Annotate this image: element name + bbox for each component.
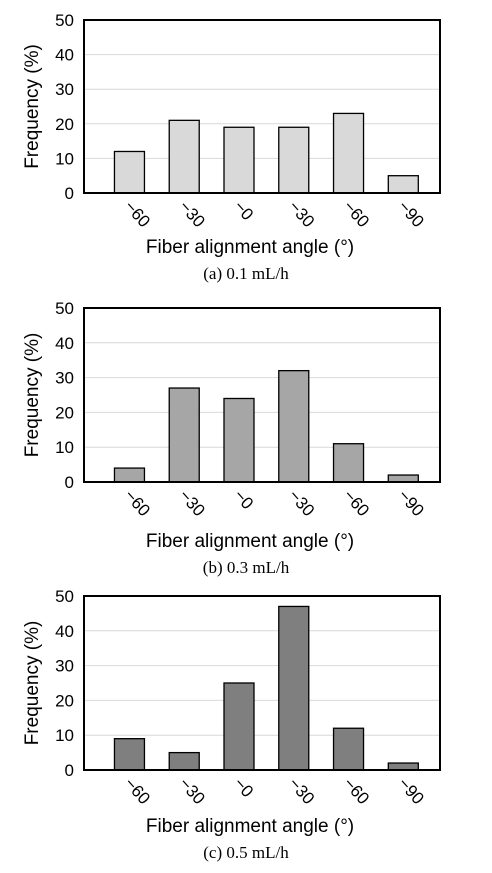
y-tick-label: 50 bbox=[55, 299, 74, 318]
bar bbox=[168, 119, 200, 194]
x-tick-label: −0 bbox=[230, 486, 257, 513]
y-tick-label: 0 bbox=[65, 473, 74, 492]
x-tick-label: −90 bbox=[394, 486, 427, 520]
plot-frame bbox=[83, 19, 441, 194]
y-tick-label: 0 bbox=[65, 761, 74, 780]
x-tick-label: −90 bbox=[394, 197, 427, 231]
bar bbox=[332, 112, 365, 194]
y-tick-label: 10 bbox=[55, 726, 74, 745]
bar bbox=[278, 126, 310, 194]
y-tick-label: 40 bbox=[55, 46, 74, 65]
y-tick-label: 0 bbox=[65, 184, 74, 203]
x-tick-label: −30 bbox=[285, 774, 318, 808]
bar bbox=[223, 682, 255, 771]
y-tick-label: 30 bbox=[55, 657, 74, 676]
bar bbox=[168, 387, 200, 483]
x-tick-label: −60 bbox=[120, 774, 153, 808]
x-tick-label: −60 bbox=[340, 197, 373, 231]
chart-caption: (b) 0.3 mL/h bbox=[203, 558, 290, 577]
x-tick-label: −30 bbox=[285, 197, 318, 231]
bar bbox=[113, 738, 146, 771]
bar bbox=[387, 175, 419, 194]
y-tick-label: 40 bbox=[55, 622, 74, 641]
y-axis-label: Frequency (%) bbox=[22, 44, 43, 169]
x-tick-label: −30 bbox=[175, 774, 208, 808]
chart-panel-a: 0 10 20 30 40 50 −60 −30 −0 −30 −60 −90 Frequency (%… bbox=[22, 11, 441, 283]
bar bbox=[113, 467, 146, 483]
x-tick-label: −0 bbox=[230, 774, 257, 801]
x-tick-label: −30 bbox=[285, 486, 318, 520]
bar bbox=[387, 762, 419, 771]
bar bbox=[387, 474, 419, 483]
y-tick-label: 10 bbox=[55, 149, 74, 168]
x-axis-label: Fiber alignment angle (°) bbox=[146, 816, 354, 837]
x-tick-label: −30 bbox=[175, 197, 208, 231]
chart-caption: (a) 0.1 mL/h bbox=[203, 264, 289, 283]
y-tick-label: 20 bbox=[55, 691, 74, 710]
chart-panel-c: 0 10 20 30 40 50 −60 −30 −0 −30 −60 −90 Frequency (%… bbox=[22, 587, 441, 862]
plot-frame bbox=[83, 595, 441, 771]
x-tick-label: −60 bbox=[120, 197, 153, 231]
x-tick-label: −60 bbox=[340, 774, 373, 808]
bar bbox=[223, 397, 255, 483]
y-tick-label: 50 bbox=[55, 11, 74, 30]
x-tick-label: −30 bbox=[175, 486, 208, 520]
chart-panel-b: 0 10 20 30 40 50 −60 −30 −0 −30 −60 −90 Frequency (%… bbox=[22, 299, 441, 577]
bar bbox=[278, 605, 310, 771]
plot-frame bbox=[83, 307, 441, 483]
y-tick-label: 40 bbox=[55, 334, 74, 353]
x-tick-label: −0 bbox=[230, 197, 257, 224]
y-tick-label: 30 bbox=[55, 369, 74, 388]
y-tick-label: 10 bbox=[55, 438, 74, 457]
y-axis-label: Frequency (%) bbox=[22, 333, 43, 458]
y-tick-label: 20 bbox=[55, 115, 74, 134]
bar bbox=[332, 443, 365, 483]
x-axis-label: Fiber alignment angle (°) bbox=[146, 531, 354, 552]
x-tick-label: −60 bbox=[340, 486, 373, 520]
bar bbox=[278, 369, 310, 483]
y-tick-label: 50 bbox=[55, 587, 74, 606]
y-tick-label: 30 bbox=[55, 80, 74, 99]
x-tick-label: −60 bbox=[120, 486, 153, 520]
bar bbox=[223, 126, 255, 194]
y-tick-label: 20 bbox=[55, 403, 74, 422]
bar bbox=[332, 727, 365, 771]
x-axis-label: Fiber alignment angle (°) bbox=[146, 237, 354, 258]
bar bbox=[113, 150, 146, 194]
x-tick-label: −90 bbox=[394, 774, 427, 808]
bar bbox=[168, 751, 200, 771]
chart-caption: (c) 0.5 mL/h bbox=[203, 843, 289, 862]
y-axis-label: Frequency (%) bbox=[22, 621, 43, 746]
